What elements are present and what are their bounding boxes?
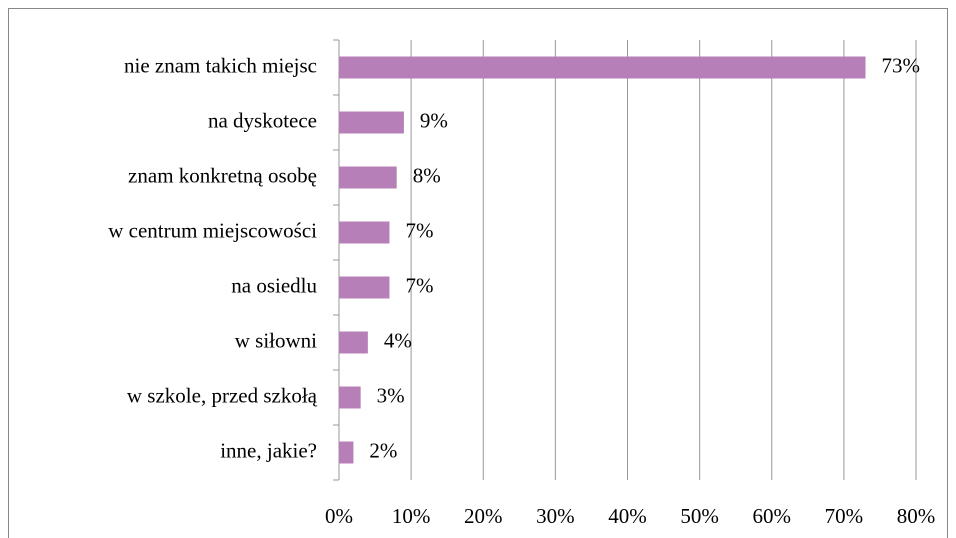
x-tick-label: 0%: [325, 504, 353, 528]
bar: [339, 276, 390, 299]
bar: [339, 441, 354, 464]
chart-frame: [8, 8, 948, 538]
value-label: 2%: [369, 438, 397, 462]
y-tick-label: w szkole, przed szkołą: [127, 383, 318, 407]
y-tick-label: w siłowni: [235, 328, 317, 352]
x-tick-label: 60%: [753, 504, 792, 528]
value-label: 73%: [882, 53, 921, 77]
x-tick-label: 40%: [608, 504, 647, 528]
value-label: 9%: [420, 108, 448, 132]
value-label: 8%: [413, 163, 441, 187]
bar: [339, 111, 404, 134]
value-label: 4%: [384, 328, 412, 352]
y-tick-label: znam konkretną osobę: [128, 163, 317, 187]
y-tick-label: nie znam takich miejsc: [124, 53, 317, 77]
bar: [339, 221, 390, 244]
x-tick-label: 80%: [897, 504, 936, 528]
y-tick-label: inne, jakie?: [220, 438, 317, 462]
x-tick-label: 50%: [680, 504, 719, 528]
bar: [339, 166, 397, 189]
value-label: 7%: [405, 273, 433, 297]
bar: [339, 331, 368, 354]
value-label: 3%: [377, 383, 405, 407]
y-tick-label: na osiedlu: [231, 273, 317, 297]
x-tick-label: 20%: [464, 504, 503, 528]
y-tick-label: na dyskotece: [208, 108, 317, 132]
y-tick-label: w centrum miejscowości: [108, 218, 317, 242]
x-tick-label: 30%: [536, 504, 575, 528]
x-tick-label: 70%: [825, 504, 864, 528]
bar: [339, 56, 866, 79]
value-label: 7%: [405, 218, 433, 242]
bar: [339, 386, 361, 409]
x-tick-label: 10%: [392, 504, 431, 528]
